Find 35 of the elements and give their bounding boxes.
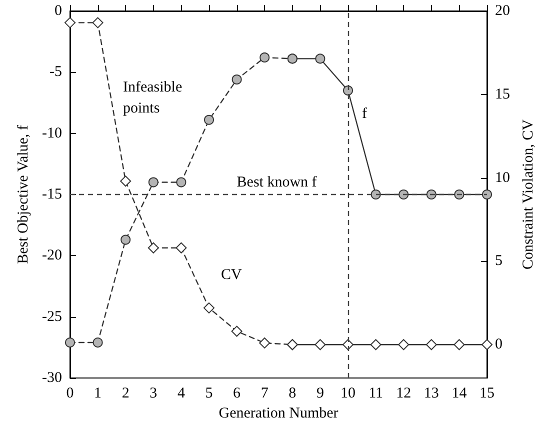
y-tick-label: -15	[42, 186, 62, 202]
y2-tick-label: 10	[495, 170, 510, 186]
y2-axis-title: Constraint Violation, CV	[520, 119, 536, 270]
x-tick-label: 2	[122, 386, 130, 402]
x-tick-label: 14	[452, 386, 468, 402]
x-tick-label: 6	[233, 386, 242, 402]
x-tick-label: 13	[424, 386, 439, 402]
x-tick-label: 10	[340, 386, 356, 402]
x-tick-label: 7	[260, 386, 269, 402]
x-tick-label: 3	[150, 386, 158, 402]
annotation: f	[362, 106, 367, 122]
x-axis-title: Generation Number	[218, 405, 338, 422]
y-tick-label: -20	[42, 248, 62, 264]
x-tick-label: 5	[205, 386, 213, 402]
x-tick-label: 8	[288, 386, 296, 402]
x-tick-label: 11	[368, 386, 384, 402]
x-tick-label: 0	[66, 386, 74, 402]
y-tick-label: -30	[42, 370, 62, 386]
y-tick-label: -10	[42, 125, 62, 142]
ref-line-label: Best known f	[236, 174, 317, 190]
annotation: CV	[221, 267, 242, 283]
y2-tick-label: 5	[495, 253, 502, 270]
x-tick-label: 9	[316, 386, 324, 402]
annotation: Infeasible points	[123, 80, 182, 116]
y2-tick-label: 0	[495, 336, 502, 353]
y2-tick-label: 15	[495, 86, 510, 102]
y-tick-label: -25	[42, 308, 62, 325]
y-tick-label: -5	[50, 64, 62, 80]
y-tick-label: 0	[54, 3, 62, 19]
x-tick-label: 12	[396, 386, 412, 402]
y2-tick-label: 20	[495, 3, 510, 19]
x-tick-label: 4	[177, 386, 186, 402]
x-tick-label: 15	[480, 386, 494, 402]
x-tick-label: 1	[94, 386, 102, 402]
y-axis-title: Best Objective Value, f	[16, 125, 32, 264]
